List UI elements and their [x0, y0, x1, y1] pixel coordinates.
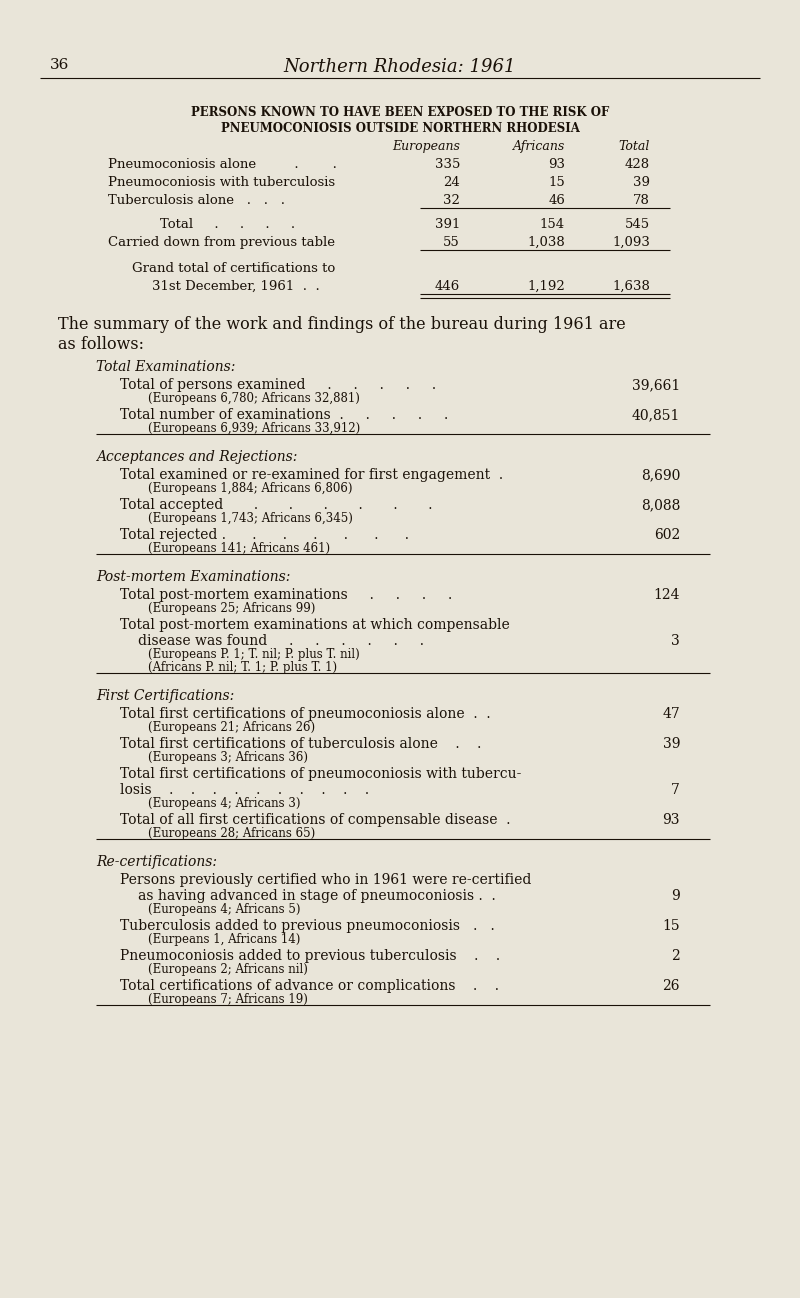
- Text: 1,638: 1,638: [612, 280, 650, 293]
- Text: Re-certifications:: Re-certifications:: [96, 855, 217, 868]
- Text: 1,038: 1,038: [527, 236, 565, 249]
- Text: Africans: Africans: [513, 140, 565, 153]
- Text: 446: 446: [434, 280, 460, 293]
- Text: 31st December, 1961  .  .: 31st December, 1961 . .: [152, 280, 320, 293]
- Text: Post-mortem Examinations:: Post-mortem Examinations:: [96, 570, 290, 584]
- Text: 1,093: 1,093: [612, 236, 650, 249]
- Text: Tuberculosis added to previous pneumoconiosis   .   .: Tuberculosis added to previous pneumocon…: [120, 919, 494, 933]
- Text: 78: 78: [633, 193, 650, 206]
- Text: Total first certifications of tuberculosis alone    .    .: Total first certifications of tuberculos…: [120, 737, 482, 752]
- Text: Total number of examinations  .     .     .     .     .: Total number of examinations . . . . .: [120, 408, 448, 422]
- Text: (Africans P. nil; T. 1; P. plus T. 1): (Africans P. nil; T. 1; P. plus T. 1): [148, 661, 337, 674]
- Text: 39,661: 39,661: [632, 378, 680, 392]
- Text: Total: Total: [618, 140, 650, 153]
- Text: 15: 15: [662, 919, 680, 933]
- Text: PERSONS KNOWN TO HAVE BEEN EXPOSED TO THE RISK OF: PERSONS KNOWN TO HAVE BEEN EXPOSED TO TH…: [191, 106, 609, 119]
- Text: 8,088: 8,088: [641, 498, 680, 511]
- Text: 3: 3: [671, 633, 680, 648]
- Text: (Europeans 25; Africans 99): (Europeans 25; Africans 99): [148, 602, 315, 615]
- Text: Pneumoconiosis alone         .        .: Pneumoconiosis alone . .: [108, 158, 337, 171]
- Text: 46: 46: [548, 193, 565, 206]
- Text: 32: 32: [443, 193, 460, 206]
- Text: First Certifications:: First Certifications:: [96, 689, 234, 704]
- Text: as follows:: as follows:: [58, 336, 144, 353]
- Text: (Europeans 1,884; Africans 6,806): (Europeans 1,884; Africans 6,806): [148, 482, 353, 495]
- Text: Carried down from previous table: Carried down from previous table: [108, 236, 335, 249]
- Text: losis    .    .    .    .    .    .    .    .    .    .: losis . . . . . . . . . .: [120, 783, 369, 797]
- Text: 1,192: 1,192: [527, 280, 565, 293]
- Text: Total Examinations:: Total Examinations:: [96, 360, 235, 374]
- Text: as having advanced in stage of pneumoconiosis .  .: as having advanced in stage of pneumocon…: [138, 889, 496, 903]
- Text: 39: 39: [662, 737, 680, 752]
- Text: (Europeans 141; Africans 461): (Europeans 141; Africans 461): [148, 543, 330, 556]
- Text: 26: 26: [662, 979, 680, 993]
- Text: Total accepted       .       .       .       .       .       .: Total accepted . . . . . .: [120, 498, 433, 511]
- Text: (Europeans 4; Africans 5): (Europeans 4; Africans 5): [148, 903, 301, 916]
- Text: 93: 93: [548, 158, 565, 171]
- Text: Total of persons examined     .     .     .     .     .: Total of persons examined . . . . .: [120, 378, 436, 392]
- Text: 36: 36: [50, 58, 70, 71]
- Text: (Europeans 2; Africans nil): (Europeans 2; Africans nil): [148, 963, 308, 976]
- Text: Northern Rhodesia: 1961: Northern Rhodesia: 1961: [284, 58, 516, 77]
- Text: 428: 428: [625, 158, 650, 171]
- Text: 9: 9: [671, 889, 680, 903]
- Text: Total post-mortem examinations     .     .     .     .: Total post-mortem examinations . . . .: [120, 588, 452, 602]
- Text: (Europeans 28; Africans 65): (Europeans 28; Africans 65): [148, 827, 315, 840]
- Text: 602: 602: [654, 528, 680, 543]
- Text: Total first certifications of pneumoconiosis with tubercu-: Total first certifications of pneumoconi…: [120, 767, 522, 781]
- Text: Grand total of certifications to: Grand total of certifications to: [132, 262, 335, 275]
- Text: (Europeans 4; Africans 3): (Europeans 4; Africans 3): [148, 797, 301, 810]
- Text: 8,690: 8,690: [641, 469, 680, 482]
- Text: Europeans: Europeans: [392, 140, 460, 153]
- Text: 124: 124: [654, 588, 680, 602]
- Text: (Europeans 21; Africans 26): (Europeans 21; Africans 26): [148, 720, 315, 733]
- Text: (Europeans 3; Africans 36): (Europeans 3; Africans 36): [148, 752, 308, 765]
- Text: 55: 55: [443, 236, 460, 249]
- Text: Persons previously certified who in 1961 were re-certified: Persons previously certified who in 1961…: [120, 874, 531, 887]
- Text: (Europeans 7; Africans 19): (Europeans 7; Africans 19): [148, 993, 308, 1006]
- Text: disease was found     .     .     .     .     .     .: disease was found . . . . . .: [138, 633, 424, 648]
- Text: Tuberculosis alone   .   .   .: Tuberculosis alone . . .: [108, 193, 285, 206]
- Text: (Europeans 1,743; Africans 6,345): (Europeans 1,743; Africans 6,345): [148, 511, 353, 524]
- Text: 47: 47: [662, 707, 680, 720]
- Text: 24: 24: [443, 177, 460, 190]
- Text: (Europeans 6,939; Africans 33,912): (Europeans 6,939; Africans 33,912): [148, 422, 360, 435]
- Text: 39: 39: [633, 177, 650, 190]
- Text: 7: 7: [671, 783, 680, 797]
- Text: Total certifications of advance or complications    .    .: Total certifications of advance or compl…: [120, 979, 499, 993]
- Text: Total     .     .     .     .: Total . . . .: [160, 218, 295, 231]
- Text: Pneumoconiosis added to previous tuberculosis    .    .: Pneumoconiosis added to previous tubercu…: [120, 949, 500, 963]
- Text: The summary of the work and findings of the bureau during 1961 are: The summary of the work and findings of …: [58, 315, 626, 334]
- Text: 335: 335: [434, 158, 460, 171]
- Text: (Europeans 6,780; Africans 32,881): (Europeans 6,780; Africans 32,881): [148, 392, 360, 405]
- Text: 391: 391: [434, 218, 460, 231]
- Text: (Eurpeans 1, Africans 14): (Eurpeans 1, Africans 14): [148, 933, 300, 946]
- Text: 154: 154: [540, 218, 565, 231]
- Text: Acceptances and Rejections:: Acceptances and Rejections:: [96, 450, 298, 463]
- Text: PNEUMOCONIOSIS OUTSIDE NORTHERN RHODESIA: PNEUMOCONIOSIS OUTSIDE NORTHERN RHODESIA: [221, 122, 579, 135]
- Text: (Europeans P. 1; T. nil; P. plus T. nil): (Europeans P. 1; T. nil; P. plus T. nil): [148, 648, 360, 661]
- Text: Total first certifications of pneumoconiosis alone  .  .: Total first certifications of pneumoconi…: [120, 707, 490, 720]
- Text: Total examined or re-examined for first engagement  .: Total examined or re-examined for first …: [120, 469, 503, 482]
- Text: Total rejected .      .      .      .      .      .      .: Total rejected . . . . . . .: [120, 528, 409, 543]
- Text: 93: 93: [662, 813, 680, 827]
- Text: Total post-mortem examinations at which compensable: Total post-mortem examinations at which …: [120, 618, 510, 632]
- Text: 40,851: 40,851: [632, 408, 680, 422]
- Text: Total of all first certifications of compensable disease  .: Total of all first certifications of com…: [120, 813, 510, 827]
- Text: 545: 545: [625, 218, 650, 231]
- Text: 2: 2: [671, 949, 680, 963]
- Text: 15: 15: [548, 177, 565, 190]
- Text: Pneumoconiosis with tuberculosis: Pneumoconiosis with tuberculosis: [108, 177, 335, 190]
